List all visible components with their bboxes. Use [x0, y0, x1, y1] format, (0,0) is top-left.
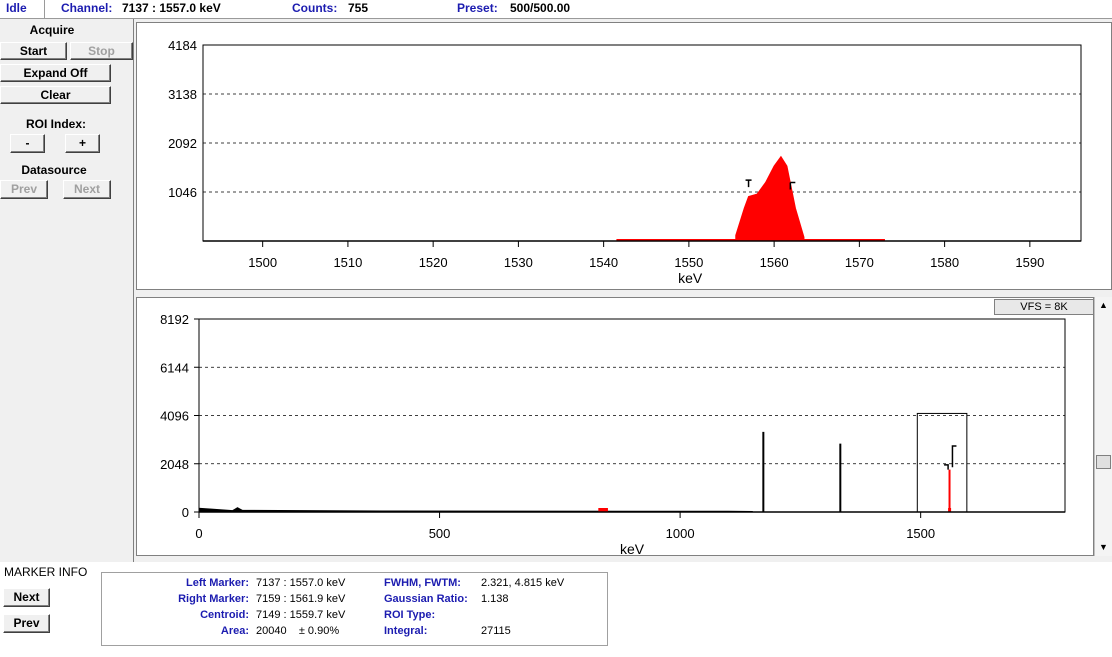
x-tick-label: 0: [195, 526, 202, 541]
roi-region: [948, 508, 952, 512]
left-marker: [745, 179, 752, 188]
area-label: Area:: [220, 625, 249, 637]
area-value: 20040 ± 0.90%: [256, 625, 340, 637]
scrollbar-thumb[interactable]: [1096, 455, 1111, 469]
left-marker-value: 7137 : 1557.0 keV: [256, 577, 346, 589]
status-bar: Idle Channel: 7137 : 1557.0 keV Counts: …: [0, 0, 1112, 19]
counts-label: Counts:: [292, 1, 338, 15]
datasource-title: Datasource: [21, 163, 87, 177]
x-tick-label: 1580: [930, 255, 959, 270]
stop-button[interactable]: Stop: [70, 42, 133, 60]
x-tick-label: 1510: [333, 255, 362, 270]
x-tick-label: 1590: [1015, 255, 1044, 270]
y-tick-label: 2048: [160, 457, 189, 472]
vertical-scale-scrollbar[interactable]: ▲ ▼: [1094, 297, 1112, 556]
roi-type-label: ROI Type:: [384, 609, 436, 621]
marker-next-button[interactable]: Next: [3, 588, 50, 607]
x-axis-label: keV: [620, 541, 645, 557]
full-spectrum-panel[interactable]: 0 2048 4096 6144 8192 0 500 1000 1500 keV: [136, 297, 1095, 557]
fwhm-label: FWHM, FWTM:: [384, 577, 461, 589]
expanded-spectrum-panel[interactable]: 1046 2092 3138 4184 1500 1510 1520 1530 1540 1550…: [136, 22, 1112, 290]
marker-info-title: MARKER INFO: [4, 565, 88, 579]
integral-label: Integral:: [384, 625, 428, 637]
marker-prev-button[interactable]: Prev: [3, 614, 50, 633]
control-panel: Acquire Start Stop Expand Off Clear ROI …: [0, 19, 134, 562]
gaussian-ratio-value: 1.138: [481, 593, 509, 605]
x-axis-label: keV: [678, 270, 703, 286]
channel-label: Channel:: [61, 1, 113, 15]
vertical-full-scale-indicator: VFS = 8K: [994, 299, 1094, 315]
marker-info-rule: [0, 571, 100, 572]
counts-value: 755: [348, 1, 369, 15]
right-marker-label: Right Marker:: [178, 593, 249, 605]
x-tick-label: 1560: [760, 255, 789, 270]
y-tick-label: 2092: [168, 136, 197, 151]
scroll-down-arrow-icon[interactable]: ▼: [1099, 542, 1108, 552]
x-tick-label: 1500: [248, 255, 277, 270]
centroid-label: Centroid:: [200, 609, 249, 621]
fwhm-value: 2.321, 4.815 keV: [481, 577, 565, 589]
x-tick-label: 500: [429, 526, 451, 541]
right-marker-value: 7159 : 1561.9 keV: [256, 593, 346, 605]
y-tick-label: 6144: [160, 360, 189, 375]
x-tick-label: 1500: [906, 526, 935, 541]
roi-index-title: ROI Index:: [25, 117, 86, 131]
y-tick-label: 0: [182, 505, 189, 520]
scroll-up-arrow-icon[interactable]: ▲: [1099, 300, 1108, 310]
left-marker-label: Left Marker:: [186, 577, 249, 589]
x-tick-label: 1000: [666, 526, 695, 541]
x-tick-label: 1550: [674, 255, 703, 270]
datasource-prev-button[interactable]: Prev: [0, 180, 48, 199]
right-marker: [789, 181, 796, 190]
channel-value: 7137 : 1557.0 keV: [122, 1, 221, 15]
acquire-title: Acquire: [29, 23, 75, 37]
x-tick-label: 1530: [504, 255, 533, 270]
x-tick-label: 1540: [589, 255, 618, 270]
right-marker: [951, 445, 957, 468]
roi-next-button[interactable]: +: [65, 134, 100, 153]
preset-value: 500/500.00: [510, 1, 571, 15]
y-tick-label: 1046: [168, 185, 197, 200]
centroid-value: 7149 : 1559.7 keV: [256, 609, 346, 621]
start-button[interactable]: Start: [0, 42, 67, 60]
left-marker: [944, 464, 949, 470]
integral-value: 27115: [481, 625, 511, 637]
expanded-spectrum-chart[interactable]: 1046 2092 3138 4184 1500 1510 1520 1530 1540 1550…: [137, 23, 1112, 291]
x-tick-label: 1520: [419, 255, 448, 270]
clear-button[interactable]: Clear: [0, 86, 111, 104]
roi-previous-button[interactable]: -: [10, 134, 45, 153]
x-tick-label: 1570: [845, 255, 874, 270]
preset-label: Preset:: [457, 1, 498, 15]
acquisition-state: Idle: [6, 1, 27, 15]
y-tick-label: 3138: [168, 87, 197, 102]
roi-peak: [735, 155, 805, 242]
datasource-next-button[interactable]: Next: [63, 180, 111, 199]
expand-off-button[interactable]: Expand Off: [0, 64, 111, 82]
y-tick-label: 4184: [168, 38, 197, 53]
marker-info-box: Left Marker: 7137 : 1557.0 keV Right Mar…: [101, 572, 608, 646]
y-tick-label: 4096: [160, 409, 189, 424]
full-spectrum-chart[interactable]: 0 2048 4096 6144 8192 0 500 1000 1500 keV: [137, 298, 1095, 557]
y-tick-label: 8192: [160, 312, 189, 327]
gaussian-ratio-label: Gaussian Ratio:: [384, 593, 468, 605]
status-divider: [44, 0, 45, 18]
roi-region: [598, 508, 608, 512]
